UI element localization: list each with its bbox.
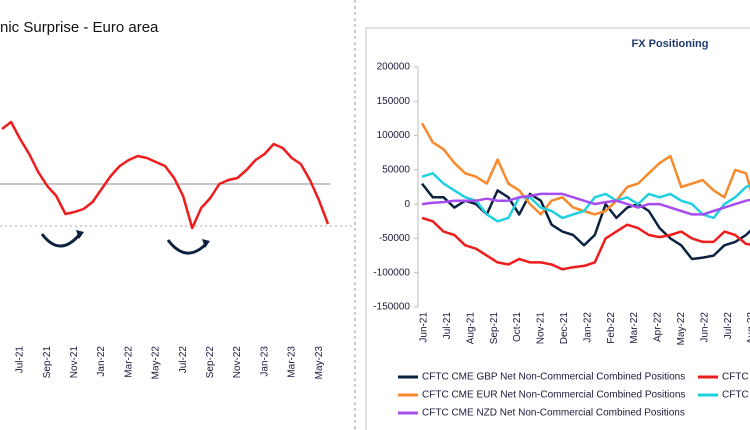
- x-tick-label: Jan-22: [582, 312, 593, 343]
- arrow: [40, 233, 82, 248]
- left-title: nic Surprise - Euro area: [0, 19, 159, 36]
- right-frame: [365, 27, 750, 430]
- y-tick-label: -150000: [373, 302, 410, 313]
- legend-label: CFTC CME NZD Net Non-Commercial Combined…: [422, 408, 685, 419]
- series-line: [421, 192, 750, 216]
- x-tick-label: Nov-22: [232, 346, 243, 379]
- x-tick-label: Jul-21: [15, 346, 26, 374]
- x-tick-label: Jan-22: [96, 346, 107, 377]
- x-tick-label: Sep-21: [42, 346, 53, 379]
- series-line: [420, 122, 750, 216]
- x-tick-label: Jun-22: [699, 312, 710, 343]
- series-line: [421, 182, 750, 261]
- y-tick-label: 200000: [377, 62, 411, 73]
- surprise-line: [1, 120, 330, 230]
- legend-label: CFTC C: [722, 390, 750, 401]
- x-tick-label: Mar-22: [629, 312, 640, 344]
- y-tick-label: 50000: [382, 164, 410, 175]
- x-tick-label: Aug-21: [465, 312, 476, 345]
- x-tick-label: Sep-22: [205, 346, 216, 379]
- y-tick-label: -50000: [379, 233, 411, 244]
- x-tick-label: Mar-22: [123, 346, 134, 378]
- arrow-head: [76, 230, 84, 239]
- series-line: [421, 172, 750, 223]
- x-tick-label: Mar-23: [287, 346, 298, 378]
- x-tick-label: Dec-21: [559, 312, 570, 345]
- y-tick-label: 100000: [377, 130, 411, 141]
- x-tick-label: Sep-21: [489, 312, 500, 345]
- legend-label: CFTC C: [722, 372, 750, 383]
- x-tick-label: Aug-22: [746, 312, 750, 345]
- x-tick-label: Jul-21: [442, 312, 453, 340]
- x-tick-label: Nov-21: [536, 312, 547, 345]
- right-title: FX Positioning: [632, 38, 709, 50]
- y-tick-label: 0: [404, 199, 410, 210]
- x-tick-label: Jul-22: [178, 346, 189, 374]
- x-tick-label: Nov-21: [69, 346, 80, 379]
- y-tick-label: 150000: [377, 96, 411, 107]
- series-line: [421, 216, 750, 271]
- x-tick-label: May-22: [676, 312, 687, 346]
- x-tick-label: Feb-22: [606, 312, 617, 344]
- legend-label: CFTC CME EUR Net Non-Commercial Combined…: [422, 390, 685, 401]
- x-tick-label: Jul-22: [723, 312, 734, 340]
- x-tick-label: May-23: [314, 346, 325, 380]
- arrow-head: [202, 239, 210, 248]
- arrow: [166, 239, 208, 255]
- x-tick-label: May-22: [151, 346, 162, 380]
- x-tick-label: Jan-23: [259, 346, 270, 377]
- x-tick-label: Jun-21: [419, 312, 430, 343]
- y-tick-label: -100000: [373, 267, 410, 278]
- x-tick-label: Oct-21: [512, 312, 523, 342]
- legend-label: CFTC CME GBP Net Non-Commercial Combined…: [422, 372, 685, 383]
- x-tick-label: Apr-22: [653, 312, 664, 342]
